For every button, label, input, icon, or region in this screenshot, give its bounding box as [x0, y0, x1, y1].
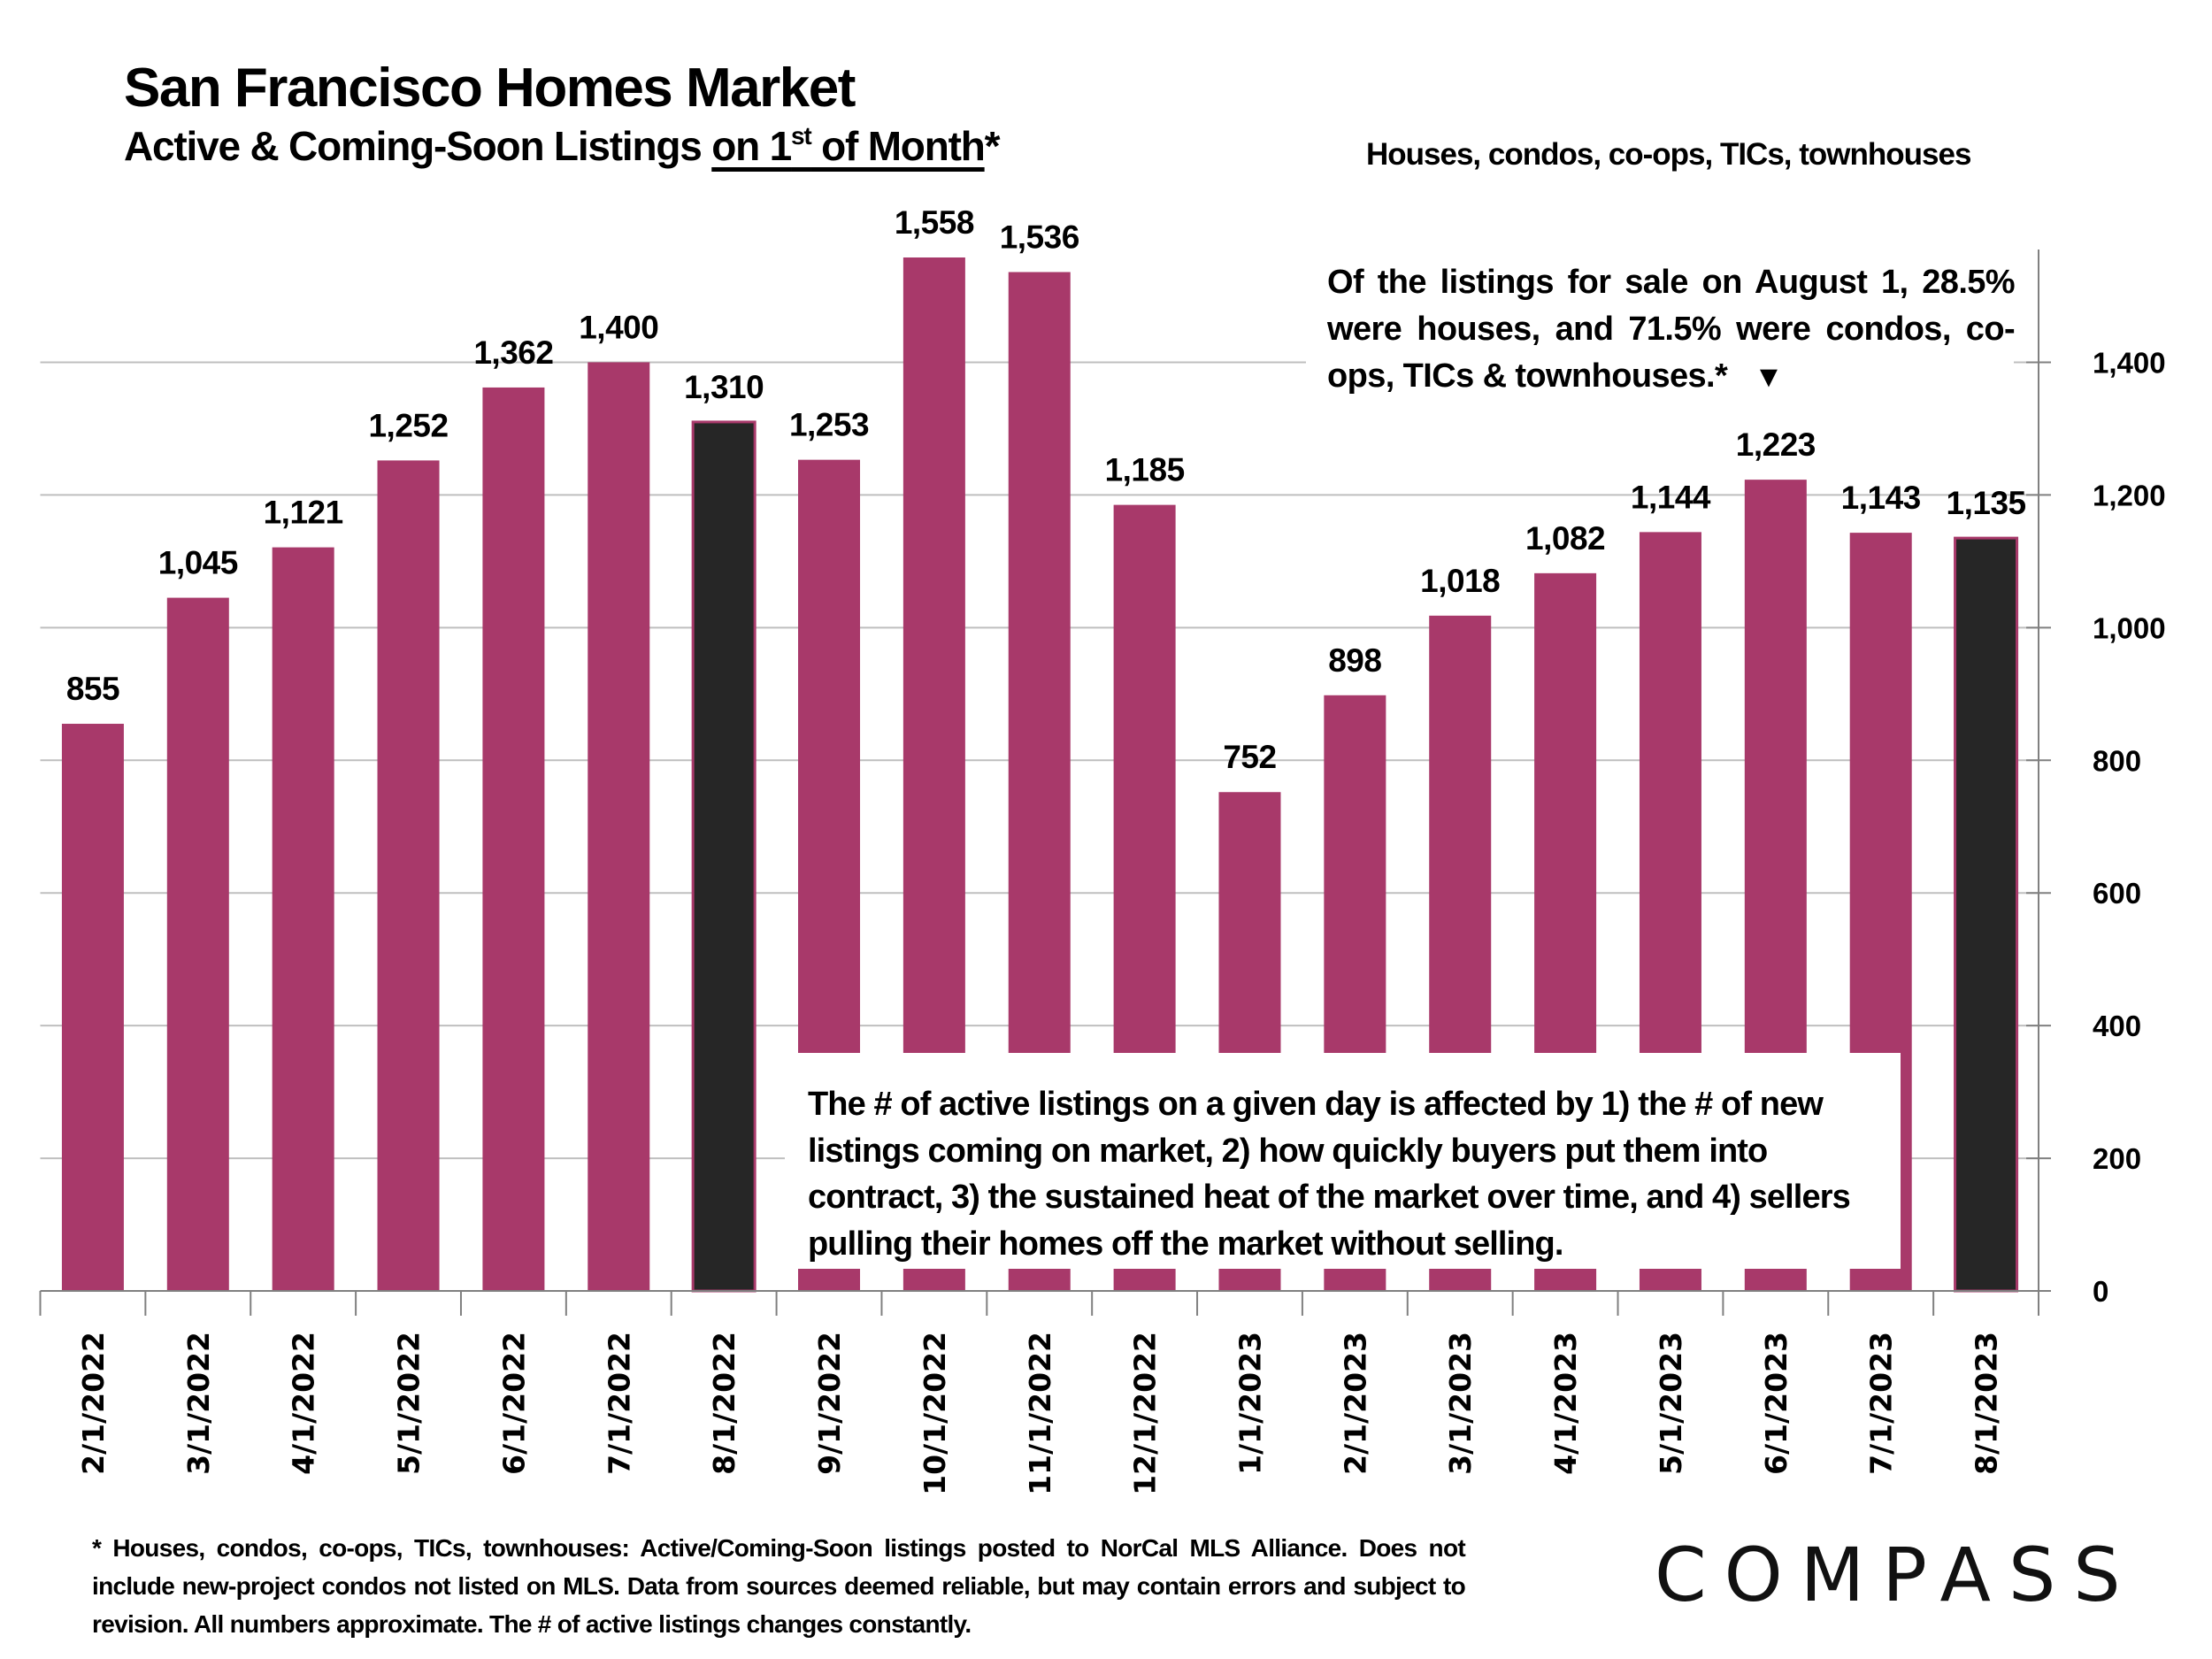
- x-tick-label: 8/1/2022: [707, 1332, 741, 1475]
- bar-value-label: 752: [1223, 739, 1276, 775]
- bar-value-label: 1,082: [1525, 520, 1605, 557]
- bar: [272, 547, 334, 1291]
- x-tick-label: 6/1/2022: [496, 1332, 531, 1475]
- bar-value-label: 1,223: [1736, 426, 1816, 463]
- x-tick-label: 1/1/2023: [1233, 1332, 1267, 1475]
- x-tick-label: 7/1/2022: [602, 1332, 636, 1475]
- explanation-box: The # of active listings on a given day …: [785, 1053, 1906, 1269]
- x-tick-label: 9/1/2022: [812, 1332, 847, 1475]
- chart-subtitle: Active & Coming-Soon Listings on 1st of …: [124, 122, 1001, 170]
- y-tick-label: 200: [2093, 1142, 2141, 1175]
- bar-value-label: 1,400: [579, 309, 658, 345]
- bar-value-label: 1,536: [1000, 219, 1079, 255]
- x-tick-label: 7/1/2023: [1864, 1332, 1899, 1475]
- bar-value-label: 1,143: [1841, 480, 1921, 516]
- bar: [61, 724, 124, 1291]
- subtitle-underlined-part1: on 1: [711, 123, 792, 169]
- x-tick-label: 5/1/2023: [1654, 1332, 1688, 1475]
- y-tick-label: 400: [2093, 1010, 2141, 1042]
- x-tick-label: 5/1/2022: [392, 1332, 426, 1475]
- subtitle-underlined-part2: of Month: [810, 123, 986, 169]
- bar-value-label: 1,144: [1631, 479, 1711, 515]
- bar-value-label: 1,045: [158, 545, 238, 581]
- x-tick-labels: 2/1/2022 3/1/2022 4/1/2022 5/1/2022 6/1/2022…: [76, 1332, 2004, 1495]
- bar-value-label: 1,558: [895, 204, 974, 241]
- compass-logo-text: COMPASS: [1655, 1532, 2139, 1618]
- x-tick-label: 4/1/2023: [1548, 1332, 1583, 1475]
- bar: [588, 362, 650, 1292]
- compass-logo: COMPASS: [1655, 1535, 2132, 1615]
- property-mix-text: Of the listings for sale on August 1, 28…: [1327, 259, 2016, 401]
- bar-value-label: 1,362: [473, 334, 553, 371]
- bar: [166, 597, 229, 1291]
- bar-value-label: 855: [66, 671, 119, 707]
- x-tick-label: 12/1/2022: [1128, 1332, 1163, 1495]
- x-tick-label: 4/1/2022: [287, 1332, 321, 1475]
- property-mix-sentence: Of the listings for sale on August 1, 28…: [1327, 264, 2016, 395]
- y-tick-label: 1,200: [2093, 479, 2166, 511]
- x-tick-label: 11/1/2022: [1023, 1332, 1057, 1495]
- footnote: * Houses, condos, co-ops, TICs, townhous…: [92, 1534, 1466, 1638]
- y-tick-label: 800: [2093, 744, 2141, 777]
- subtitle-prefix: Active & Coming-Soon Listings: [124, 123, 712, 169]
- x-tick-label: 6/1/2023: [1759, 1332, 1793, 1475]
- y-tick-label: 1,400: [2093, 346, 2166, 379]
- axes: [39, 250, 2051, 1316]
- property-scope-label: Houses, condos, co-ops, TICs, townhouses: [1366, 137, 1971, 172]
- subtitle-asterisk: *: [984, 123, 1001, 169]
- bar-value-label: 1,185: [1105, 452, 1185, 488]
- bar: [691, 420, 757, 1293]
- bar-value-label: 898: [1328, 642, 1381, 679]
- subtitle-underlined: on 1st of Month: [711, 122, 986, 169]
- subtitle-ordinal: st: [791, 122, 812, 150]
- x-tick-label: 3/1/2022: [181, 1332, 216, 1475]
- x-tick-label: 2/1/2023: [1338, 1332, 1372, 1475]
- down-arrow-icon: ▼: [1754, 360, 1784, 394]
- y-tick-label: 600: [2093, 877, 2141, 910]
- bar: [482, 387, 545, 1292]
- x-tick-label: 8/1/2023: [1970, 1332, 2004, 1475]
- x-tick-label: 10/1/2022: [918, 1332, 952, 1495]
- explanation-text: The # of active listings on a given day …: [808, 1086, 1851, 1263]
- chart-title: San Francisco Homes Market: [124, 58, 856, 119]
- bar-value-label: 1,121: [264, 495, 343, 531]
- property-mix-annotation: Of the listings for sale on August 1, 28…: [1306, 252, 2016, 407]
- bar-value-label: 1,253: [789, 407, 869, 443]
- bar: [1954, 536, 2019, 1293]
- bar-value-label: 1,310: [684, 369, 764, 405]
- y-tick-label: 1,000: [2093, 611, 2166, 644]
- x-tick-label: 3/1/2023: [1443, 1332, 1478, 1475]
- y-tick-labels: 0 200 400 600 800 1,000 1,200 1,400: [2093, 346, 2166, 1308]
- x-tick-label: 2/1/2022: [76, 1332, 111, 1475]
- bar-value-label: 1,252: [368, 407, 448, 443]
- bar-value-label: 1,135: [1947, 485, 2026, 521]
- data-labels: 855 1,045 1,121 1,252 1,362 1,400 1,310 1,253 1,…: [66, 204, 2026, 775]
- y-tick-label: 0: [2093, 1275, 2108, 1308]
- bar-value-label: 1,018: [1420, 563, 1500, 599]
- bar: [377, 460, 440, 1291]
